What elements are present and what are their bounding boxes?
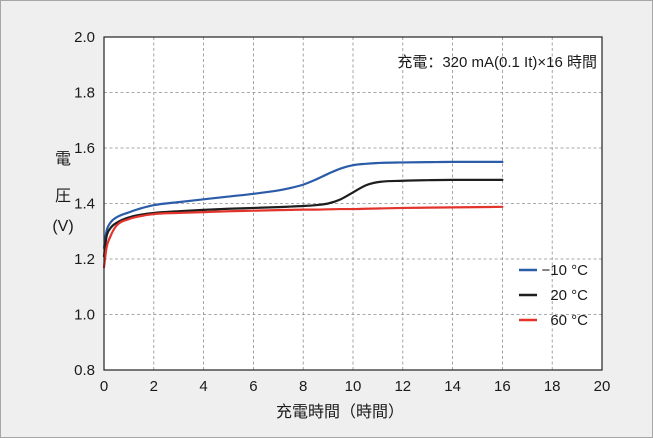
series-line-60-c	[102, 205, 504, 269]
y-tick-label: 1.0	[74, 307, 95, 324]
x-axis-label: 充電時間（時間）	[276, 403, 404, 421]
x-tick-label: 18	[544, 378, 561, 395]
y-tick-label: 2.0	[74, 29, 95, 46]
y-tick-label: 1.4	[74, 196, 95, 213]
x-tick-label: 20	[594, 378, 611, 395]
x-tick-label: 16	[494, 378, 511, 395]
y-tick-label: 1.2	[74, 251, 95, 268]
y-tick-label: 1.6	[74, 140, 95, 157]
legend: −10 °C 20 °C 60 °C	[519, 262, 588, 329]
y-tick-labels: 0.8 1.0 1.2 1.4 1.6 1.8 2.0	[74, 29, 95, 379]
y-axis-label-line: 圧	[55, 188, 71, 205]
x-tick-label: 0	[100, 378, 108, 395]
y-axis-label: 電 圧 (V)	[52, 151, 73, 235]
y-tick-label: 1.8	[74, 85, 95, 102]
legend-label: 60 °C	[550, 312, 588, 329]
series-line-minus-10-c	[102, 160, 504, 249]
x-tick-label: 2	[150, 378, 158, 395]
legend-item: 20 °C	[519, 287, 588, 304]
legend-label: 20 °C	[550, 287, 588, 304]
x-tick-label: 8	[299, 378, 307, 395]
charge-condition-annotation: 充電：320 mA(0.1 It)×16 時間	[397, 54, 597, 71]
legend-label: −10 °C	[542, 262, 589, 279]
x-tick-label: 6	[249, 378, 257, 395]
plot-frame	[103, 36, 603, 371]
grid-lines	[104, 37, 602, 370]
legend-item: −10 °C	[519, 262, 588, 279]
series-lines	[102, 160, 504, 269]
x-tick-label: 14	[444, 378, 461, 395]
y-axis-label-line: (V)	[52, 218, 73, 235]
x-tick-label: 12	[394, 378, 411, 395]
legend-item: 60 °C	[519, 312, 588, 329]
series-line-20-c	[102, 178, 504, 258]
y-axis-label-line: 電	[55, 151, 71, 168]
y-tick-label: 0.8	[74, 362, 95, 379]
x-tick-label: 4	[199, 378, 207, 395]
x-tick-label: 10	[345, 378, 362, 395]
x-tick-labels: 0 2 4 6 8 10 12 14 16 18 20	[100, 378, 611, 395]
